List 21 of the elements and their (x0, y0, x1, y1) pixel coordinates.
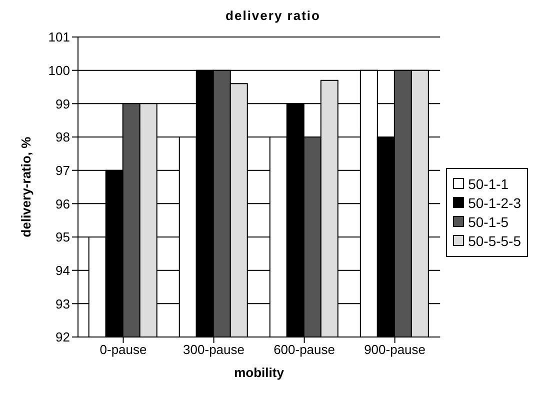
y-tick-label: 92 (56, 330, 70, 345)
y-tick-label: 96 (56, 196, 70, 212)
y-tick-label: 94 (56, 262, 70, 278)
legend-label: 50-1-2-3 (468, 194, 521, 210)
y-tick-label: 97 (56, 162, 70, 178)
y-tick-label: 95 (56, 230, 70, 245)
x-tick-label: 600-pause (274, 342, 336, 358)
x-tick-label: 0-pause (100, 342, 147, 358)
x-tick-label: 900-pause (364, 342, 426, 358)
y-tick-label: 99 (56, 96, 70, 112)
y-tick-label: 98 (56, 130, 70, 145)
x-axis-title: mobility (234, 365, 285, 380)
y-axis-title: delivery-ratio, % (18, 136, 34, 238)
x-tick-label: 300-pause (183, 342, 245, 358)
legend-label: 50-5-5-5 (468, 232, 521, 248)
legend-label: 50-1-5 (468, 214, 509, 230)
y-tick-label: 100 (48, 62, 70, 78)
legend-label: 50-1-1 (468, 176, 509, 192)
y-tick-label: 101 (48, 30, 70, 45)
chart-title: delivery ratio (224, 8, 322, 23)
y-tick-label: 93 (56, 296, 70, 312)
